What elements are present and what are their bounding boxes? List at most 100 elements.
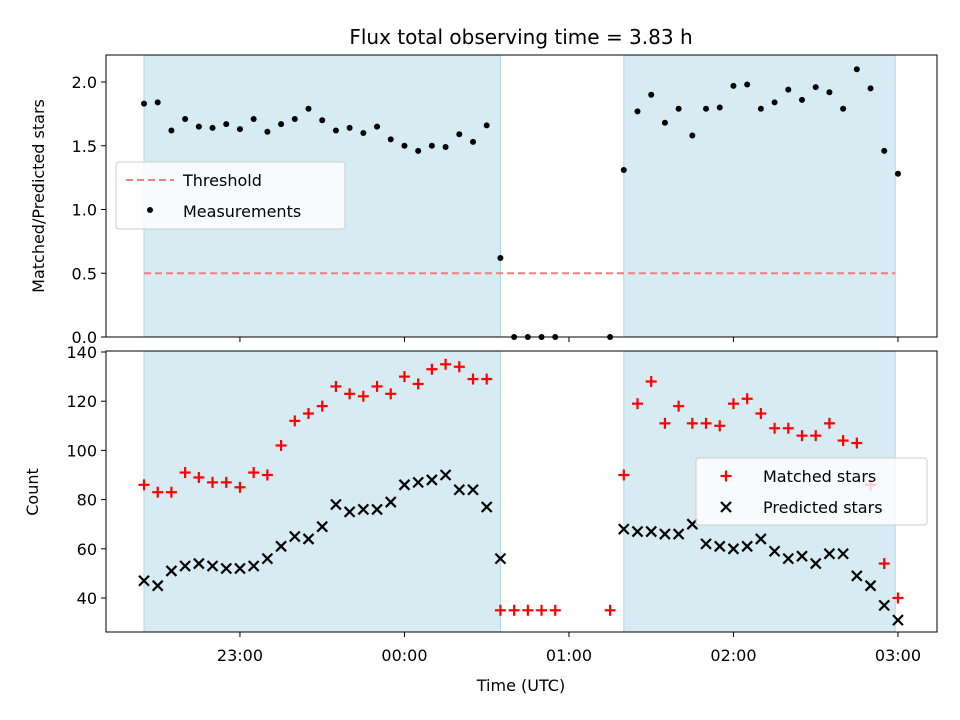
matched-star-point (330, 380, 342, 392)
marker-stroke (618, 523, 630, 535)
chart-title: Flux total observing time = 3.83 h (349, 25, 692, 49)
marker-stroke (302, 533, 315, 545)
measurement-point (648, 91, 655, 98)
matched-star-point (248, 467, 260, 479)
measurement-point (744, 81, 751, 88)
x-axis-label: Time (UTC) (476, 676, 565, 695)
measurement-point (236, 126, 243, 133)
matched-star-point (261, 469, 273, 481)
matched-star-point (412, 378, 424, 390)
predicted-star-point (384, 496, 397, 508)
marker-stroke (275, 540, 287, 553)
predicted-star-point (179, 560, 191, 572)
measurement-point (703, 105, 710, 112)
matched-star-point (440, 358, 452, 370)
matched-star-point (645, 376, 657, 388)
marker-stroke (247, 560, 260, 572)
y-tick-label: 0.5 (72, 264, 97, 283)
marker-stroke (796, 550, 808, 562)
marker-stroke (330, 498, 342, 511)
measurement-point (552, 334, 559, 340)
x-tick-label: 03:00 (875, 646, 921, 665)
predicted-star-point (864, 579, 877, 592)
bottom-y-axis-label: Count (23, 468, 42, 516)
measurement-point (867, 85, 874, 92)
measurement-point (538, 334, 545, 340)
predicted-star-point (412, 476, 424, 489)
predicted-star-point (330, 498, 342, 511)
matched-star-point (385, 388, 397, 400)
matched-star-point (536, 604, 548, 616)
marker-stroke (713, 540, 726, 553)
predicted-star-point (220, 562, 233, 575)
predicted-star-point (645, 525, 657, 538)
measurement-point (730, 82, 737, 89)
marker-stroke (851, 570, 863, 582)
measurement-point (483, 122, 490, 129)
measurement-point (264, 128, 271, 135)
matched-star-point (604, 604, 616, 616)
marker-stroke (768, 545, 781, 558)
matched-star-point (398, 371, 410, 383)
bottom-panel: 40 60 80 100 120 140 23:00 00:00 01:00 02:00 03:00… (66, 343, 938, 665)
marker-stroke (193, 557, 205, 570)
marker-stroke (151, 579, 164, 592)
measurement-point (305, 105, 312, 112)
legend-box (115, 161, 346, 230)
matched-star-point (193, 471, 205, 483)
measurement-point (881, 147, 888, 154)
predicted-star-point (165, 565, 178, 577)
predicted-star-point (768, 545, 781, 558)
matched-star-point (632, 398, 643, 410)
top-panel: 0.0 0.5 1.0 1.5 2.0 Threshold Measurements (72, 54, 938, 347)
predicted-star-point (426, 474, 438, 486)
matched-star-point (851, 437, 863, 449)
y-tick-label: 1.5 (72, 137, 97, 156)
matched-star-point (467, 373, 479, 385)
top-y-axis-label: Matched/Predicted stars (29, 99, 48, 293)
predicted-star-point (316, 520, 328, 533)
marker-stroke (206, 560, 219, 572)
measurement-point (826, 89, 833, 96)
matched-star-point (494, 604, 506, 616)
measurement-point (291, 115, 298, 122)
x-tick-label: 02:00 (710, 646, 756, 665)
matched-star-point (892, 592, 904, 604)
measurement-point (634, 108, 641, 115)
marker-stroke (261, 552, 274, 565)
predicted-star-point (261, 552, 274, 565)
measurement-point (209, 124, 216, 131)
measurement-point (675, 105, 682, 112)
measurement-point (757, 105, 764, 112)
predicted-star-point (275, 540, 287, 553)
predicted-star-point (618, 523, 630, 535)
marker-stroke (837, 547, 849, 560)
legend-measurement-label: Measurements (183, 202, 301, 221)
predicted-star-point (796, 550, 808, 562)
matched-star-point (659, 417, 671, 429)
predicted-star-point (782, 552, 795, 565)
y-tick-label: 100 (66, 441, 97, 460)
predicted-star-point (371, 503, 383, 516)
measurement-point (415, 147, 422, 154)
y-tick-label: 60 (77, 540, 97, 559)
measurement-point (319, 117, 326, 124)
measurement-point (497, 254, 504, 261)
matched-star-point (303, 408, 314, 419)
y-tick-label: 40 (77, 589, 97, 608)
measurement-point (607, 334, 614, 340)
marker-stroke (878, 599, 891, 612)
matched-star-point (796, 430, 808, 442)
matched-star-point (549, 604, 561, 616)
marker-stroke (892, 614, 904, 626)
measurement-point (620, 166, 627, 173)
marker-stroke (179, 560, 191, 572)
predicted-star-point (453, 483, 466, 496)
measurement-point (401, 142, 408, 149)
marker-stroke (864, 579, 877, 592)
matched-star-point (823, 417, 835, 429)
predicted-star-point (357, 503, 370, 516)
marker-stroke (357, 503, 370, 516)
measurement-point (182, 115, 189, 122)
